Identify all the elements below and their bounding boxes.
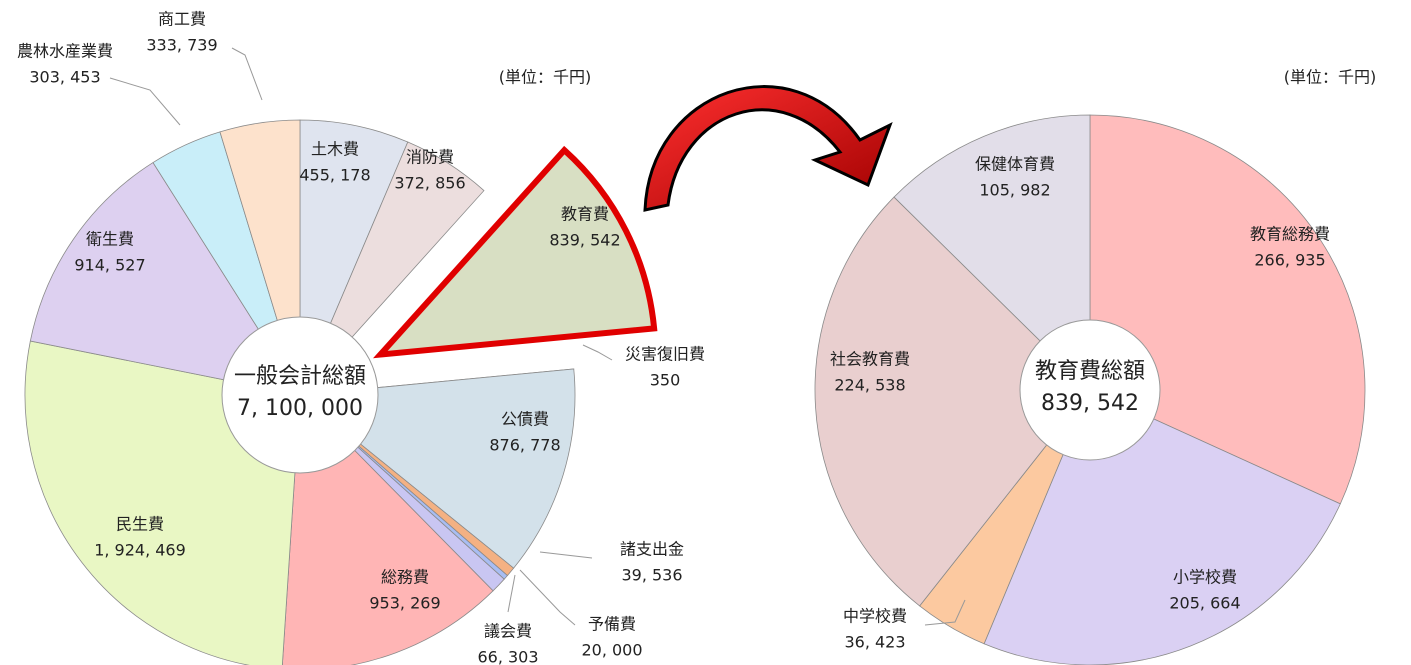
slice-label: 予備費 bbox=[588, 615, 636, 634]
slice-label: 総務費 bbox=[381, 568, 429, 587]
slice-value: 266, 935 bbox=[1254, 251, 1325, 270]
slice-label: 消防費 bbox=[406, 148, 454, 167]
center-title: 一般会計総額 bbox=[234, 364, 366, 389]
center-total: 839, 542 bbox=[1041, 391, 1139, 416]
slice-label: 教育総務費 bbox=[1250, 225, 1330, 244]
slice-value: 839, 542 bbox=[549, 231, 620, 250]
slice-value: 20, 000 bbox=[581, 641, 642, 660]
slice-value: 303, 453 bbox=[29, 68, 100, 87]
pie-left: 一般会計総額 7, 100, 000 (単位：千円) 土木費 455, 178 消防費 37… bbox=[17, 10, 705, 665]
leader-line bbox=[924, 599, 966, 626]
slice-label: 社会教育費 bbox=[830, 350, 910, 369]
center-title: 教育費総額 bbox=[1035, 359, 1145, 384]
leader-line bbox=[539, 551, 593, 559]
slice-value: 105, 982 bbox=[979, 181, 1050, 200]
slice-label: 小学校費 bbox=[1173, 568, 1237, 587]
slice-label: 中学校費 bbox=[843, 607, 907, 626]
slice-value: 333, 739 bbox=[146, 36, 217, 55]
slice-label: 土木費 bbox=[311, 140, 359, 159]
arrow bbox=[643, 85, 893, 212]
slice-value: 914, 527 bbox=[74, 256, 145, 275]
slice-value: 350 bbox=[650, 371, 681, 390]
slice-value: 205, 664 bbox=[1169, 594, 1240, 613]
slice-label: 公債費 bbox=[501, 410, 549, 429]
slice-label: 農林水産業費 bbox=[17, 42, 113, 61]
slice-value: 1, 924, 469 bbox=[94, 541, 186, 560]
center-circle bbox=[221, 316, 379, 474]
leader-line bbox=[109, 77, 181, 126]
units: (単位：千円) bbox=[1284, 68, 1377, 87]
slice-label: 衛生費 bbox=[86, 230, 134, 249]
slice-value: 372, 856 bbox=[394, 174, 465, 193]
slice-value: 36, 423 bbox=[844, 633, 905, 652]
pie-right: 教育費総額 839, 542 (単位：千円) 教育総務費 266, 935 小学校費 205… bbox=[814, 68, 1377, 665]
leader-line bbox=[507, 574, 516, 613]
units: (単位：千円) bbox=[499, 68, 592, 87]
leader-line bbox=[231, 47, 263, 101]
slice-label: 教育費 bbox=[561, 205, 609, 224]
slice bbox=[29, 162, 301, 396]
slice bbox=[1089, 114, 1366, 505]
slice-value: 953, 269 bbox=[369, 594, 440, 613]
slice bbox=[893, 114, 1091, 391]
leader-line bbox=[519, 569, 576, 626]
slice-value: 66, 303 bbox=[477, 648, 538, 665]
slice-label: 商工費 bbox=[158, 10, 206, 29]
slice-label: 保健体育費 bbox=[975, 155, 1055, 174]
slice bbox=[814, 196, 1091, 607]
slice-value: 39, 536 bbox=[621, 566, 682, 585]
slice-label: 議会費 bbox=[484, 622, 532, 641]
leader-line bbox=[582, 344, 613, 361]
slice-label: 諸支出金 bbox=[620, 540, 684, 559]
slice-value: 455, 178 bbox=[299, 166, 370, 185]
slice-value: 224, 538 bbox=[834, 376, 905, 395]
center-circle bbox=[1019, 319, 1161, 461]
slice-value: 876, 778 bbox=[489, 436, 560, 455]
slice bbox=[373, 145, 658, 359]
slice-label: 民生費 bbox=[116, 515, 164, 534]
slice bbox=[983, 389, 1341, 665]
slice-label: 災害復旧費 bbox=[625, 345, 705, 364]
center-total: 7, 100, 000 bbox=[237, 396, 363, 421]
